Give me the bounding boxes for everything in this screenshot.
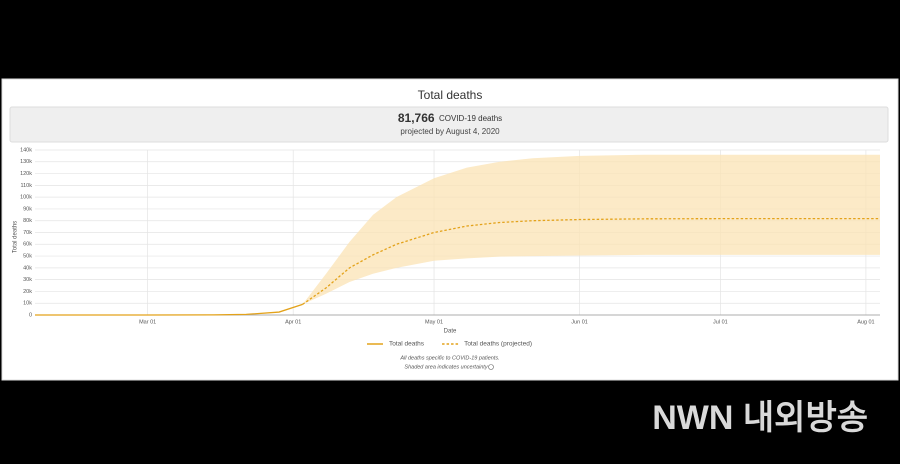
y-tick-label: 140k bbox=[20, 147, 32, 153]
summary-projection: projected by August 4, 2020 bbox=[400, 127, 500, 136]
chart-title: Total deaths bbox=[418, 88, 483, 102]
legend-label: Total deaths bbox=[389, 341, 425, 348]
y-tick-label: 60k bbox=[23, 242, 32, 248]
legend-label: Total deaths (projected) bbox=[464, 341, 532, 348]
y-tick-label: 90k bbox=[23, 206, 32, 212]
summary-box bbox=[9, 106, 889, 143]
x-axis-label: Date bbox=[444, 329, 457, 335]
x-tick-label: Mar 01 bbox=[139, 319, 156, 325]
y-tick-label: 70k bbox=[23, 230, 32, 236]
uncertainty-band bbox=[302, 154, 880, 305]
y-tick-label: 0 bbox=[29, 312, 32, 318]
summary-headline: 81,766 COVID-19 deaths bbox=[398, 110, 502, 127]
plot: 0 10k 20k 30k 40k 50k 60k 70k 80k 90k 100k 110k 120k… bbox=[20, 147, 880, 348]
y-tick-label: 130k bbox=[20, 159, 32, 165]
y-tick-label: 110k bbox=[20, 183, 32, 189]
summary-count: 81,766 bbox=[398, 111, 435, 125]
y-tick-label: 100k bbox=[20, 195, 32, 201]
x-tick-label: Jun 01 bbox=[571, 319, 588, 325]
x-tick-label: Jul 01 bbox=[713, 319, 728, 325]
y-tick-label: 50k bbox=[23, 254, 32, 260]
x-tick-label: Apr 01 bbox=[285, 319, 301, 325]
info-icon[interactable] bbox=[488, 364, 494, 370]
x-tick-label: May 01 bbox=[425, 319, 443, 325]
summary-unit: COVID-19 deaths bbox=[439, 114, 502, 123]
note: All deaths specific to COVID-19 patients… bbox=[399, 355, 499, 361]
y-tick-label: 120k bbox=[20, 171, 32, 177]
x-tick-label: Aug 01 bbox=[857, 319, 874, 325]
note: Shaded area indicates uncertainty bbox=[404, 364, 488, 370]
y-tick-label: 30k bbox=[23, 277, 32, 283]
y-tick-label: 20k bbox=[23, 289, 32, 295]
watermark: NWN 내외방송 bbox=[652, 399, 868, 437]
y-axis-label: Total deaths bbox=[13, 221, 19, 253]
y-tick-label: 80k bbox=[23, 218, 32, 224]
y-tick-label: 10k bbox=[23, 301, 32, 307]
series-line bbox=[302, 217, 880, 305]
y-tick-label: 40k bbox=[23, 265, 32, 271]
series-line bbox=[35, 303, 303, 316]
